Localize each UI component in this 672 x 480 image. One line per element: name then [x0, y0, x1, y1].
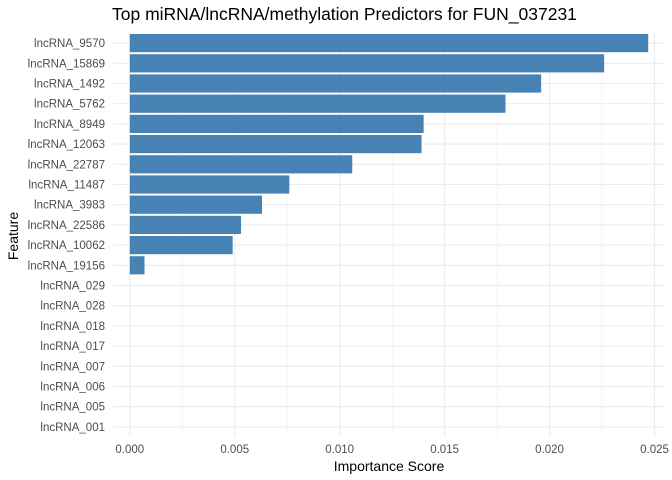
- bar-lncRNA_10062: [129, 236, 233, 255]
- bar-lncRNA_12063: [129, 135, 422, 154]
- y-tick-label: lncRNA_028: [40, 301, 105, 313]
- y-tick-label: lncRNA_9570: [34, 38, 105, 50]
- y-tick-label: lncRNA_12063: [28, 139, 105, 151]
- y-tick-label: lncRNA_15869: [28, 58, 105, 70]
- y-tick-label: lncRNA_017: [40, 341, 105, 353]
- grid-lines: [113, 33, 665, 437]
- y-tick-label: lncRNA_005: [40, 402, 105, 414]
- y-tick-label: lncRNA_001: [40, 422, 105, 434]
- y-tick-label: lncRNA_10062: [28, 240, 105, 252]
- bar-lncRNA_15869: [129, 54, 605, 73]
- y-tick-label: lncRNA_19156: [28, 260, 105, 272]
- x-tick-labels: 0.000 0.005 0.010 0.015 0.020 0.025: [115, 444, 668, 456]
- x-tick-label: 0.010: [325, 444, 354, 456]
- bar-lncRNA_11487: [129, 175, 290, 194]
- chart-title: Top miRNA/lncRNA/methylation Predictors …: [112, 4, 577, 25]
- x-tick-label: 0.005: [220, 444, 249, 456]
- bar-lncRNA_8949: [129, 114, 424, 133]
- y-tick-labels: lncRNA_9570 lncRNA_15869 lncRNA_1492 lncRNA…: [28, 38, 105, 434]
- y-tick-label: lncRNA_018: [40, 321, 105, 333]
- bars: [129, 34, 649, 275]
- y-axis-label: Feature: [5, 212, 21, 260]
- y-tick-label: lncRNA_11487: [28, 180, 105, 192]
- x-tick-label: 0.025: [640, 444, 669, 456]
- y-tick-label: lncRNA_029: [40, 281, 105, 293]
- bar-lncRNA_9570: [129, 34, 649, 53]
- bar-lncRNA_1492: [129, 74, 542, 93]
- bar-lncRNA_19156: [129, 256, 145, 275]
- y-tick-label: lncRNA_006: [40, 382, 105, 394]
- x-tick-label: 0.015: [430, 444, 459, 456]
- x-tick-label: 0.000: [115, 444, 144, 456]
- x-axis-label: Importance Score: [334, 458, 445, 474]
- bar-lncRNA_22787: [129, 155, 353, 174]
- y-tick-label: lncRNA_1492: [34, 79, 105, 91]
- y-tick-label: lncRNA_3983: [34, 200, 105, 212]
- y-tick-label: lncRNA_22787: [28, 159, 105, 171]
- bar-lncRNA_5762: [129, 94, 506, 113]
- y-tick-label: lncRNA_007: [40, 361, 105, 373]
- y-tick-label: lncRNA_22586: [28, 220, 105, 232]
- x-tick-label: 0.020: [535, 444, 564, 456]
- bar-lncRNA_22586: [129, 215, 242, 234]
- y-tick-label: lncRNA_8949: [34, 119, 105, 131]
- y-tick-label: lncRNA_5762: [34, 99, 105, 111]
- bar-lncRNA_3983: [129, 195, 263, 214]
